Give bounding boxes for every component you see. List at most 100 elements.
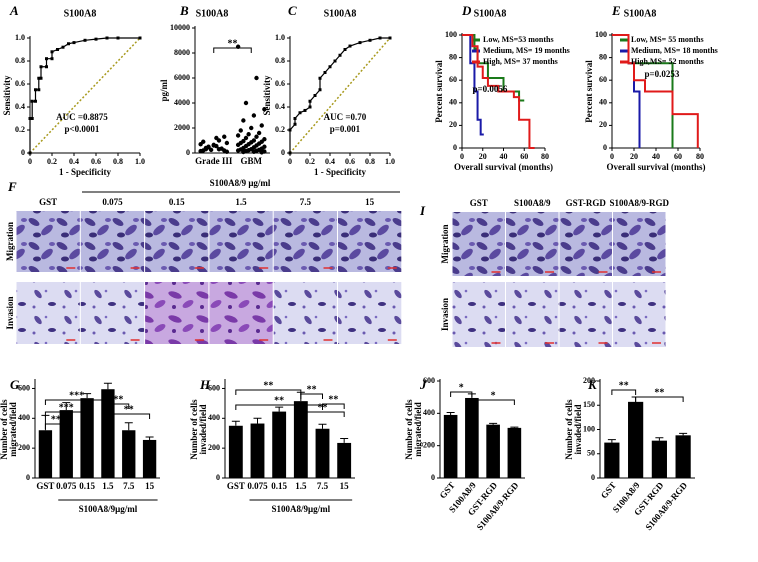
- roc-point: [34, 88, 37, 92]
- y-axis-label: Percent survival: [434, 60, 444, 123]
- significance-label: **: [274, 395, 284, 406]
- y-tick-label: 0.6: [275, 79, 285, 88]
- roc-point: [50, 57, 54, 61]
- data-point: [216, 138, 222, 143]
- x-tick-label: 60: [674, 152, 682, 161]
- column-label: GST-RGD: [566, 198, 607, 208]
- x-tick-label: 20: [479, 152, 487, 161]
- y-tick-label: 600: [18, 383, 30, 392]
- x-axis-label: 1 - Specificity: [59, 167, 111, 177]
- panel-letter: K: [587, 377, 598, 392]
- y-axis-label: Number of cells: [189, 399, 199, 460]
- data-point: [254, 75, 259, 81]
- x-tick-label: 0.075: [247, 481, 268, 491]
- x-tick-label: 7.5: [317, 481, 329, 491]
- x-tick-label: 15: [340, 481, 350, 491]
- x-tick-label: GST: [227, 481, 245, 491]
- y-tick-label: 0: [591, 473, 595, 482]
- y-tick-label: 2000: [174, 123, 190, 132]
- y-tick-label: 0.8: [15, 56, 25, 65]
- y-tick-label: 200: [423, 440, 435, 449]
- y-tick-label: 60: [449, 75, 457, 84]
- x-tick-label: 0.8: [365, 157, 375, 166]
- significance-bracket: [107, 403, 130, 409]
- data-point: [241, 118, 246, 123]
- micrograph: [506, 282, 559, 347]
- micrograph: [80, 282, 145, 344]
- y-tick-label: 0: [431, 473, 435, 482]
- error-bar: [231, 420, 240, 426]
- error-bar: [679, 432, 688, 436]
- roc-point: [313, 94, 317, 97]
- roc-point: [45, 65, 48, 69]
- y-axis-label: Sensitivity: [262, 75, 272, 116]
- row-label: Invasion: [440, 298, 450, 331]
- roc-point: [308, 99, 312, 103]
- micrograph: [452, 282, 505, 347]
- image-header: S100A8/9 μg/ml: [210, 178, 271, 188]
- micrograph: [613, 282, 666, 347]
- y-tick-label: 20: [599, 120, 607, 129]
- significance-label: *: [491, 390, 496, 401]
- roc-point: [83, 38, 87, 42]
- chart-title: S100A8: [196, 8, 229, 19]
- roc-point: [333, 59, 337, 63]
- panel-letter: A: [9, 3, 19, 18]
- roc-point: [72, 41, 76, 45]
- legend-label: High, MS= 37 months: [483, 57, 558, 66]
- column-label: GST: [470, 198, 488, 208]
- roc-curve: [29, 37, 140, 153]
- significance-label: **: [124, 404, 134, 415]
- x-tick-label: GST: [599, 480, 618, 500]
- roc-point: [34, 99, 37, 103]
- column-label: 7.5: [300, 197, 312, 207]
- y-axis-label: invaded/field: [573, 404, 583, 454]
- x-tick-label: 7.5: [123, 481, 135, 491]
- data-point: [224, 149, 230, 154]
- micrograph: [209, 282, 273, 344]
- y-tick-label: 150: [583, 400, 595, 409]
- bar: [80, 398, 94, 478]
- roc-point: [39, 76, 43, 80]
- x-tick-label: 0.2: [47, 157, 57, 166]
- roc-point: [358, 41, 362, 45]
- micrograph: [559, 282, 612, 347]
- y-axis-label: Number of cells: [404, 399, 414, 460]
- data-point: [246, 132, 251, 137]
- x-tick-label: 0.2: [305, 157, 315, 166]
- x-tick-label: GST: [36, 481, 54, 491]
- y-tick-label: 0.4: [275, 102, 285, 111]
- significance-bracket: [213, 47, 252, 53]
- y-tick-label: 0: [281, 148, 285, 157]
- significance-bracket: [450, 391, 473, 397]
- data-point: [251, 113, 257, 118]
- panel-letter: D: [461, 3, 472, 18]
- roc-point: [30, 99, 34, 103]
- x-tick-label: 15: [145, 481, 155, 491]
- panel-letter: B: [179, 3, 189, 18]
- column-label: 15: [365, 197, 375, 207]
- x-tick-label: 0: [460, 152, 464, 161]
- column-label: 1.5: [235, 197, 247, 207]
- bar: [142, 439, 157, 478]
- bar: [443, 414, 458, 478]
- significance-bracket: [235, 389, 302, 395]
- y-tick-label: 200: [18, 443, 30, 452]
- panel-letter: F: [7, 179, 17, 194]
- bar: [337, 442, 352, 478]
- roc-point: [343, 48, 347, 51]
- x-tick-label: GST: [437, 480, 456, 500]
- x-tick-label: 0: [288, 157, 292, 166]
- roc-point: [388, 36, 392, 40]
- x-tick-label: 0: [610, 152, 614, 161]
- x-tick-label: 40: [652, 152, 660, 161]
- significance-bracket: [300, 393, 323, 399]
- bar: [604, 442, 620, 478]
- roc-point: [323, 71, 327, 74]
- x-tick-label: 0.4: [325, 157, 335, 166]
- roc-point: [39, 65, 43, 69]
- y-axis-label: invaded/field: [198, 404, 208, 454]
- data-point: [219, 146, 224, 151]
- significance-label: **: [318, 402, 328, 413]
